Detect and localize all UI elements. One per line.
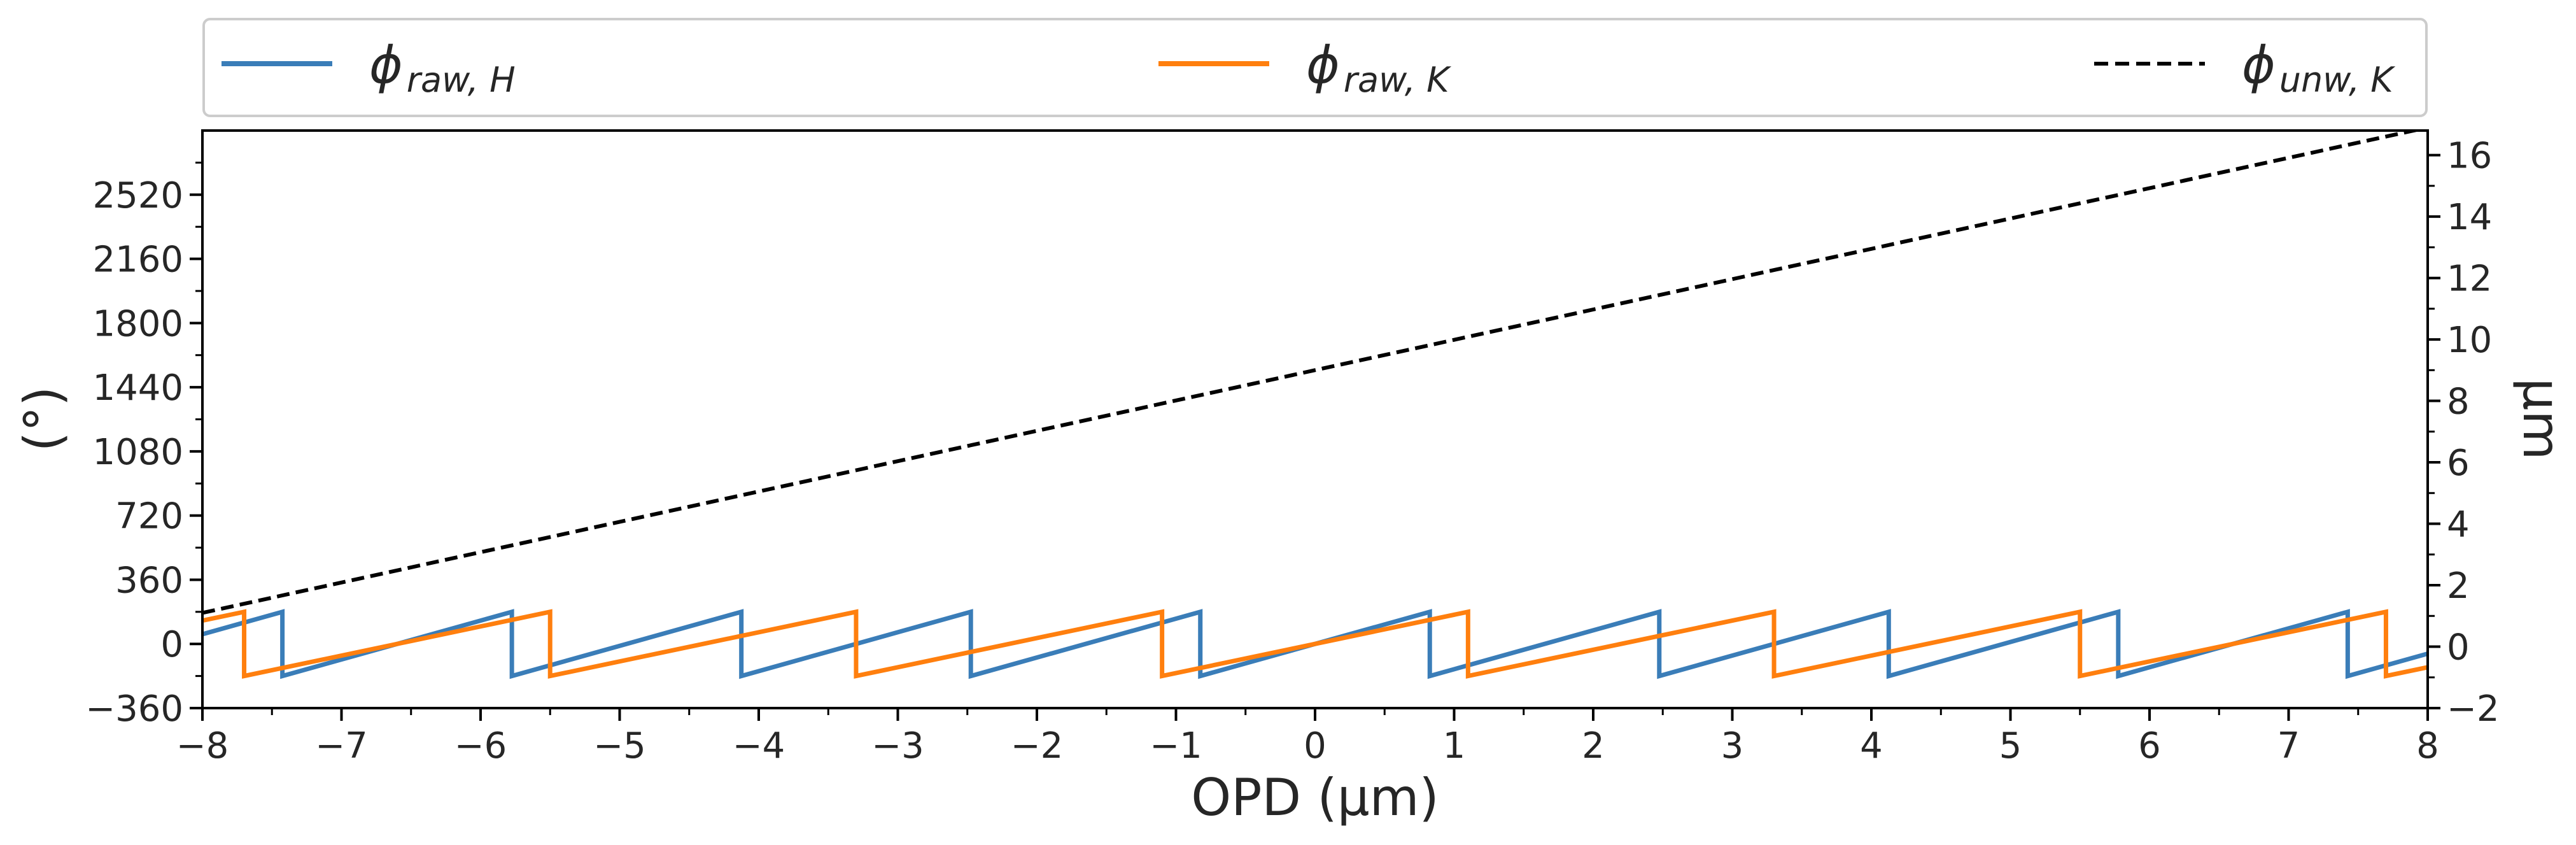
- y-right-tick-label: 2: [2447, 565, 2470, 607]
- series-line-phi-raw-k: [202, 609, 2428, 679]
- legend-label-phi-raw-k: ϕ raw, K: [1306, 36, 1451, 100]
- x-tick-label: −4: [733, 725, 785, 767]
- y-left-tick-label: 360: [115, 560, 183, 601]
- x-tick-label: 1: [1443, 725, 1466, 767]
- y-left-tick-label: 2520: [92, 175, 183, 217]
- y-left-tick-label: 0: [160, 624, 183, 665]
- legend-label-phi-unw-k: ϕ unw, K: [2242, 36, 2395, 100]
- y-left-axis-title: (°): [13, 387, 73, 451]
- y-right-tick-label: −2: [2447, 688, 2500, 730]
- x-tick-label: 2: [1582, 725, 1605, 767]
- x-tick-label: 5: [1999, 725, 2022, 767]
- y-left-tick-label: 2160: [92, 239, 183, 281]
- series-line-phi-unw-k: [202, 131, 2423, 615]
- x-tick-label: −1: [1150, 725, 1202, 767]
- legend-label-phi-raw-h: ϕ raw, H: [369, 36, 516, 100]
- y-left-axis-ticks: −360 0 360 720 1080 1440 1800 2160 2520: [85, 161, 202, 730]
- x-tick-label: 4: [1860, 725, 1883, 767]
- y-right-tick-label: 12: [2447, 259, 2492, 300]
- x-axis-ticks: −8 −7 −6 −5 −4 −3 −2 −1 0 1 2 3 4 5 6 7 8: [176, 708, 2439, 767]
- plot-frame: [201, 129, 2429, 709]
- x-tick-label: −2: [1011, 725, 1064, 767]
- y-right-tick-label: 14: [2447, 197, 2492, 238]
- legend-frame: [202, 18, 2428, 117]
- y-right-axis-title: μm: [2512, 378, 2571, 460]
- x-tick-label: −3: [871, 725, 924, 767]
- x-tick-label: 6: [2138, 725, 2161, 767]
- legend-subscript-phi-unw-k: unw, K: [2279, 60, 2395, 100]
- x-tick-label: −7: [315, 725, 368, 767]
- legend-symbol-phi-unw-k: ϕ: [2242, 36, 2276, 95]
- plot-series: [202, 131, 2428, 679]
- legend-symbol-phi-raw-h: ϕ: [369, 36, 403, 95]
- x-tick-label: −5: [593, 725, 646, 767]
- y-right-tick-label: 6: [2447, 443, 2470, 484]
- legend-symbol-phi-raw-k: ϕ: [1306, 36, 1340, 95]
- x-tick-label: 8: [2416, 725, 2439, 767]
- legend: ϕ raw, H ϕ raw, K ϕ unw, K: [202, 18, 2428, 117]
- y-left-tick-label: −360: [85, 688, 183, 730]
- y-left-tick-label: 1080: [92, 432, 183, 473]
- x-tick-label: −8: [176, 725, 229, 767]
- legend-subscript-phi-raw-h: raw, H: [407, 60, 516, 100]
- x-tick-label: 0: [1304, 725, 1327, 767]
- y-right-tick-label: 16: [2447, 136, 2492, 177]
- x-axis-title: OPD (μm): [1191, 768, 1439, 827]
- legend-entry-phi-unw-k: ϕ unw, K: [2094, 36, 2395, 100]
- x-tick-label: −6: [454, 725, 507, 767]
- legend-entry-phi-raw-k: ϕ raw, K: [1158, 36, 1451, 100]
- y-right-tick-label: 10: [2447, 320, 2492, 361]
- legend-entry-phi-raw-h: ϕ raw, H: [222, 36, 516, 100]
- y-right-tick-label: 0: [2447, 627, 2470, 669]
- y-left-tick-label: 1800: [92, 303, 183, 344]
- legend-subscript-phi-raw-k: raw, K: [1344, 60, 1451, 100]
- y-left-tick-label: 720: [115, 496, 183, 537]
- y-right-axis-ticks: −2 0 2 4 6 8 10 12 14 16: [2428, 136, 2500, 730]
- x-tick-label: 7: [2277, 725, 2300, 767]
- y-right-tick-label: 8: [2447, 381, 2470, 423]
- y-left-tick-label: 1440: [92, 367, 183, 409]
- x-tick-label: 3: [1721, 725, 1744, 767]
- y-right-tick-label: 4: [2447, 504, 2470, 546]
